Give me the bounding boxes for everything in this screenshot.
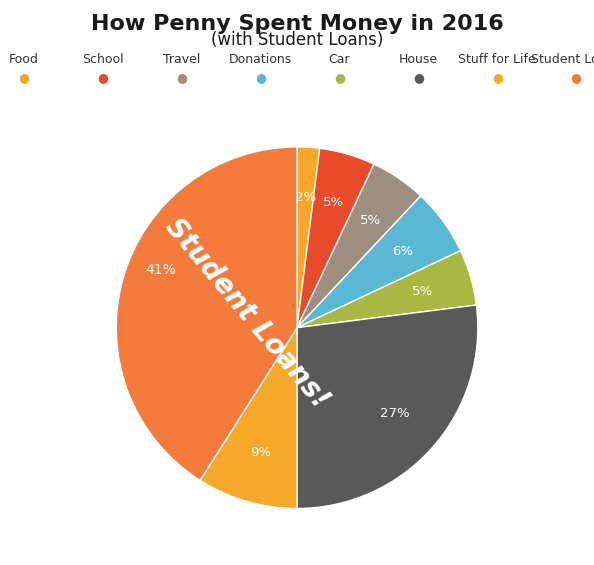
Text: ●: ● xyxy=(571,71,582,85)
Wedge shape xyxy=(297,196,460,328)
Text: (with Student Loans): (with Student Loans) xyxy=(211,31,383,49)
Text: ●: ● xyxy=(255,71,266,85)
Text: 5%: 5% xyxy=(412,285,432,298)
Text: Car: Car xyxy=(328,53,350,66)
Text: 9%: 9% xyxy=(250,446,271,459)
Text: Donations: Donations xyxy=(229,53,292,66)
Text: ●: ● xyxy=(176,71,187,85)
Text: Travel: Travel xyxy=(163,53,200,66)
Text: ●: ● xyxy=(18,71,29,85)
Text: Stuff for Life: Stuff for Life xyxy=(459,53,536,66)
Text: ●: ● xyxy=(334,71,345,85)
Wedge shape xyxy=(297,164,421,328)
Text: 27%: 27% xyxy=(380,407,409,420)
Text: 2%: 2% xyxy=(295,192,316,205)
Text: School: School xyxy=(82,53,124,66)
Text: Student Loans: Student Loans xyxy=(531,53,594,66)
Text: 5%: 5% xyxy=(323,196,344,209)
Text: ●: ● xyxy=(413,71,424,85)
Text: 6%: 6% xyxy=(392,245,413,258)
Text: Food: Food xyxy=(9,53,39,66)
Wedge shape xyxy=(116,147,297,480)
Text: Student Loans!: Student Loans! xyxy=(159,213,334,414)
Wedge shape xyxy=(297,305,478,508)
Text: How Penny Spent Money in 2016: How Penny Spent Money in 2016 xyxy=(91,14,503,34)
Text: 5%: 5% xyxy=(359,214,381,227)
Wedge shape xyxy=(297,149,374,328)
Wedge shape xyxy=(200,328,297,508)
Text: ●: ● xyxy=(492,71,503,85)
Text: ●: ● xyxy=(97,71,108,85)
Text: 41%: 41% xyxy=(145,263,176,277)
Text: House: House xyxy=(399,53,438,66)
Wedge shape xyxy=(297,147,320,328)
Wedge shape xyxy=(297,251,476,328)
